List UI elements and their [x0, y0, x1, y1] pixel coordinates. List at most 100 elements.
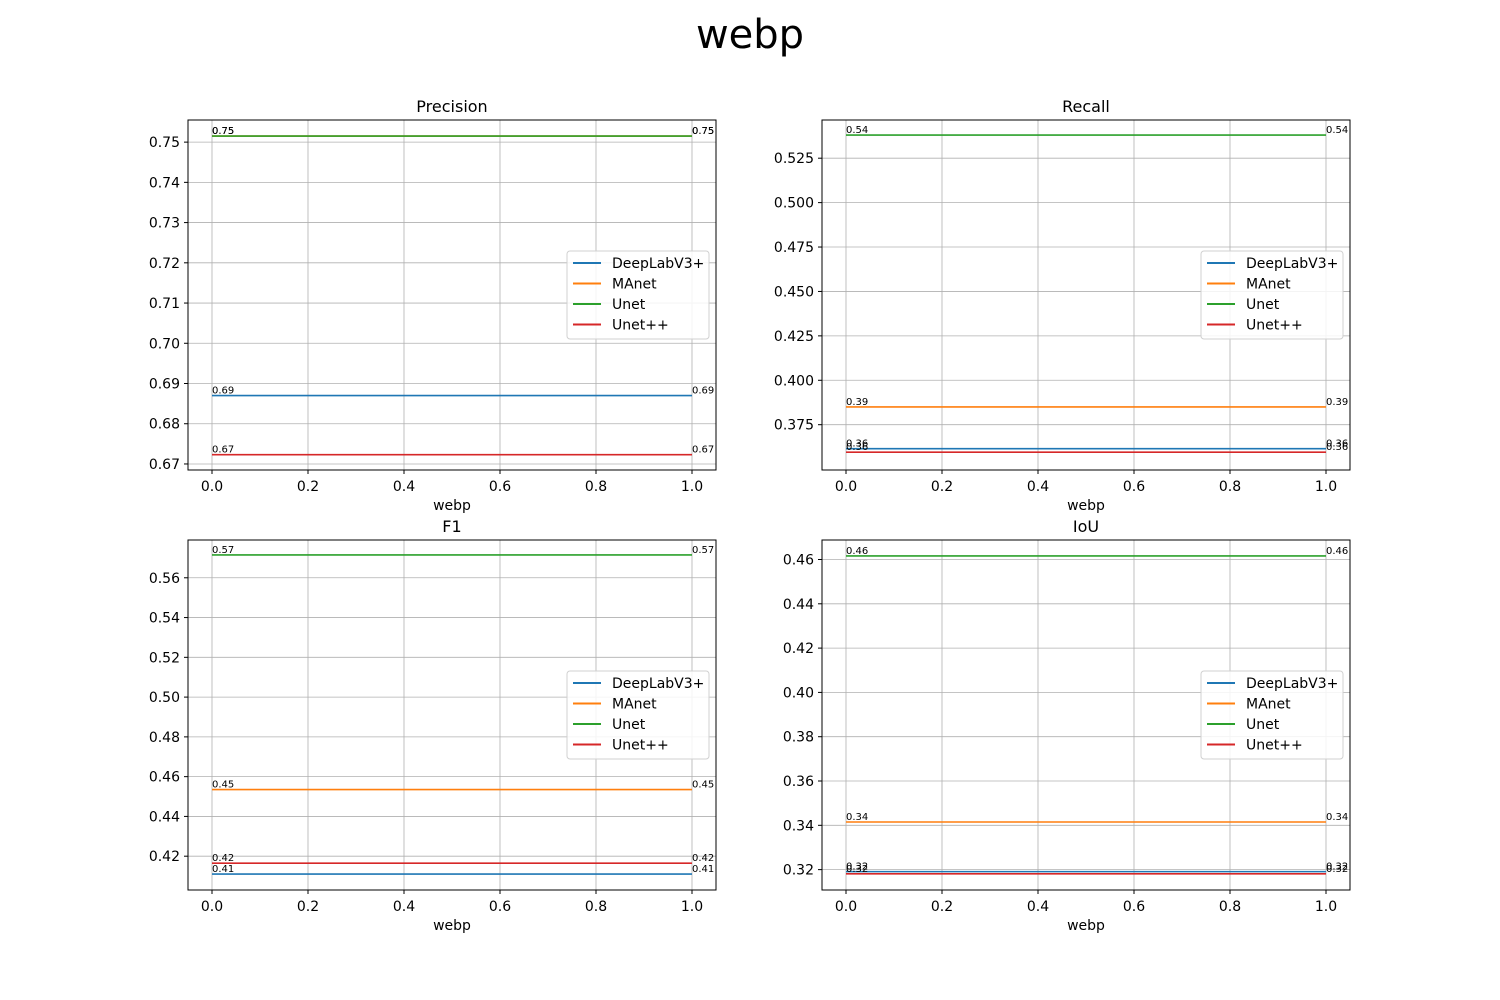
data-label: 0.46	[846, 546, 868, 557]
x-tick-label: 0.4	[1027, 479, 1049, 495]
data-label: 0.67	[212, 445, 234, 456]
data-label: 0.34	[846, 812, 868, 823]
y-tick-label: 0.38	[783, 730, 814, 746]
legend-entry: DeepLabV3+	[612, 256, 704, 272]
y-tick-label: 0.48	[149, 730, 180, 746]
x-tick-label: 0.6	[1123, 479, 1145, 495]
x-tick-label: 0.2	[931, 479, 953, 495]
x-tick-label: 0.6	[489, 479, 511, 495]
data-label: 0.32	[1326, 862, 1348, 873]
chart-panel-2: 0.36 0.360.39 0.390.54 0.540.36 0.360.0 0.2 0.…	[774, 97, 1351, 514]
y-tick-label: 0.73	[149, 216, 180, 232]
data-label: 0.32	[1326, 864, 1348, 875]
legend-box	[1200, 670, 1344, 760]
data-label: 0.75	[692, 126, 714, 137]
x-tick-label: 0.8	[1219, 479, 1241, 495]
x-tick-label: 1.0	[681, 479, 703, 495]
x-axis-label: webp	[433, 498, 471, 514]
data-label: 0.36	[846, 442, 868, 453]
y-tick-label: 0.68	[149, 417, 180, 433]
data-label: 0.75	[212, 126, 234, 137]
legend-entry: Unet	[1246, 717, 1280, 733]
axes-frame	[187, 539, 717, 891]
x-tick-label: 1.0	[1315, 899, 1337, 915]
x-tick-label: 0.6	[1123, 899, 1145, 915]
x-tick-label: 0.2	[297, 479, 319, 495]
data-label: 0.69	[692, 386, 714, 397]
y-tick-label: 0.52	[149, 650, 180, 666]
x-tick-label: 0.8	[585, 479, 607, 495]
chart-title: IoU	[1073, 517, 1099, 536]
y-tick-label: 0.475	[774, 240, 814, 256]
data-label: 0.32	[846, 862, 868, 873]
x-tick-label: 0.0	[201, 899, 223, 915]
y-tick-label: 0.75	[149, 135, 180, 151]
legend: DeepLabV3+ MAnet Unet Unet++	[1200, 670, 1344, 760]
data-label: 0.67	[692, 445, 714, 456]
y-tick-label: 0.32	[783, 863, 814, 879]
chart-panel-3: 0.41 0.41 0.45 0.45 0.57 0.57 0.42 0.42 0.0 0.2 0.…	[149, 517, 717, 934]
legend-entry: MAnet	[1246, 697, 1291, 713]
y-tick-label: 0.46	[783, 552, 814, 568]
legend-box	[1200, 250, 1344, 340]
data-label: 0.36	[1326, 439, 1348, 450]
y-tick-label: 0.34	[783, 818, 814, 834]
data-label: 0.54	[1326, 125, 1348, 136]
data-label: 0.75	[212, 126, 234, 137]
x-tick-label: 0.4	[1027, 899, 1049, 915]
data-label: 0.45	[212, 780, 234, 791]
legend-entry: Unet	[1246, 297, 1280, 313]
y-tick-label: 0.42	[783, 641, 814, 657]
x-tick-label: 1.0	[681, 899, 703, 915]
x-tick-label: 0.8	[1219, 899, 1241, 915]
data-label: 0.36	[1326, 442, 1348, 453]
data-label: 0.69	[212, 386, 234, 397]
legend-entry: MAnet	[612, 697, 657, 713]
y-tick-label: 0.42	[149, 849, 180, 865]
x-tick-label: 0.8	[585, 899, 607, 915]
chart-title: Recall	[1062, 97, 1110, 116]
x-tick-label: 0.6	[489, 899, 511, 915]
legend-entry: DeepLabV3+	[1246, 676, 1338, 692]
y-tick-label: 0.44	[783, 597, 814, 613]
x-axis-label: webp	[1067, 498, 1105, 514]
data-label: 0.41	[212, 864, 234, 875]
data-label: 0.36	[846, 439, 868, 450]
y-tick-label: 0.450	[774, 284, 814, 300]
data-label: 0.32	[846, 864, 868, 875]
data-label: 0.46	[1326, 546, 1348, 557]
legend-box	[566, 670, 710, 760]
x-tick-label: 0.2	[297, 899, 319, 915]
chart-panel-1: 0.69 0.690.75 0.750.75 0.750.67 0.670.0 0.2 0.…	[149, 97, 717, 514]
legend: DeepLabV3+ MAnet Unet Unet++	[566, 670, 710, 760]
chart-panel-4: 0.32 0.320.34 0.340.46 0.460.32 0.320.0 0.2 0.…	[783, 517, 1351, 934]
y-tick-label: 0.50	[149, 690, 180, 706]
y-tick-label: 0.400	[774, 373, 814, 389]
legend-entry: MAnet	[612, 277, 657, 293]
data-label: 0.57	[212, 545, 234, 556]
y-tick-label: 0.375	[774, 418, 814, 434]
legend-entry: DeepLabV3+	[612, 676, 704, 692]
y-tick-label: 0.44	[149, 809, 180, 825]
axes-frame	[821, 539, 1351, 891]
legend-entry: Unet	[612, 297, 646, 313]
x-tick-label: 0.2	[931, 899, 953, 915]
x-tick-label: 0.4	[393, 479, 415, 495]
data-label: 0.34	[1326, 812, 1348, 823]
y-tick-label: 0.425	[774, 329, 814, 345]
axes-frame	[187, 119, 717, 471]
data-label: 0.54	[846, 125, 868, 136]
y-tick-label: 0.500	[774, 196, 814, 212]
x-tick-label: 0.4	[393, 899, 415, 915]
legend-entry: MAnet	[1246, 277, 1291, 293]
x-axis-label: webp	[433, 918, 471, 934]
legend-box	[566, 250, 710, 340]
y-tick-label: 0.36	[783, 774, 814, 790]
data-label: 0.39	[846, 397, 868, 408]
y-tick-label: 0.70	[149, 336, 180, 352]
legend-entry: Unet++	[1246, 318, 1303, 334]
data-label: 0.39	[1326, 397, 1348, 408]
y-tick-label: 0.74	[149, 175, 180, 191]
